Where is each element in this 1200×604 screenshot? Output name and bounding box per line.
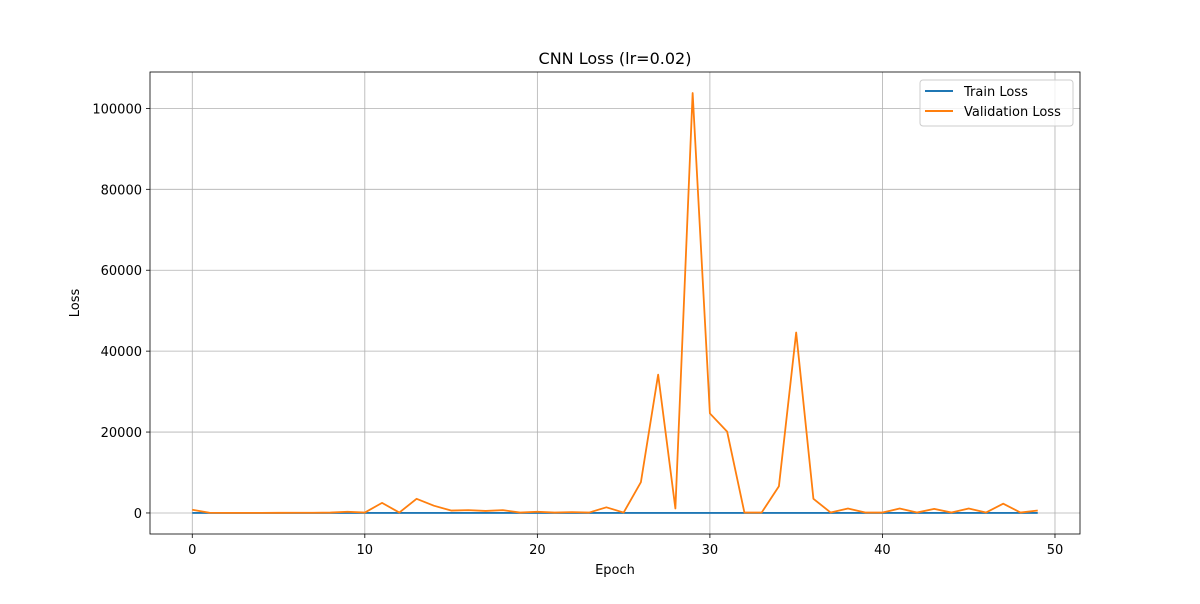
grid-lines [150,72,1080,534]
y-tick-label: 20000 [101,426,142,441]
y-tick-label: 40000 [101,345,142,360]
y-axis-label: Loss [68,289,83,318]
chart-title: CNN Loss (lr=0.02) [539,49,692,68]
x-tick-label: 50 [1047,543,1064,558]
x-tick-label: 30 [702,543,719,558]
legend-label-train-loss: Train Loss [963,85,1028,100]
x-tick-label: 20 [529,543,546,558]
y-tick-label: 100000 [92,102,142,117]
legend-label-validation-loss: Validation Loss [964,105,1061,120]
x-axis-label: Epoch [595,563,635,578]
x-tick-label: 0 [188,543,196,558]
y-tick-label: 0 [134,507,142,522]
legend-box [919,79,1074,127]
legend: Train Loss Validation Loss [919,79,1074,127]
x-tick-label: 40 [874,543,891,558]
axis-ticks: 0 10 20 30 40 50 0 20000 40000 60000 80000 100000 [92,102,1063,558]
y-tick-label: 60000 [101,264,142,279]
series-line-validation-loss [192,92,1038,514]
series-lines [192,92,1038,514]
x-tick-label: 10 [357,543,374,558]
y-tick-label: 80000 [101,183,142,198]
plot-area-frame [149,71,1081,535]
